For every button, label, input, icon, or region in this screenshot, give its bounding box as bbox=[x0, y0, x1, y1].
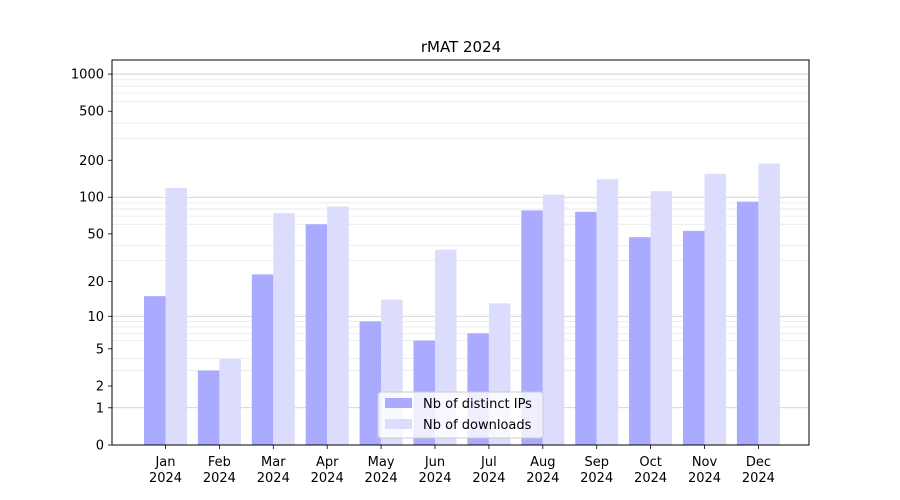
legend: Nb of distinct IPs Nb of downloads bbox=[377, 391, 544, 439]
bars bbox=[144, 163, 780, 446]
x-tick-label-month: Jul bbox=[480, 455, 497, 470]
x-tick-label-month: May bbox=[368, 455, 395, 470]
x-tick-label-year: 2024 bbox=[580, 471, 613, 486]
x-tick-label-year: 2024 bbox=[257, 471, 290, 486]
x-tick-label-year: 2024 bbox=[365, 471, 398, 486]
y-tick-label: 100 bbox=[79, 191, 104, 206]
bar-distinct-ips-jan bbox=[144, 296, 166, 445]
bar-downloads-nov bbox=[704, 173, 726, 445]
bar-downloads-aug bbox=[542, 194, 565, 445]
y-tick-label: 1000 bbox=[71, 68, 104, 83]
bar-distinct-ips-mar bbox=[251, 274, 274, 445]
x-tick-label-year: 2024 bbox=[634, 471, 667, 486]
y-tick-label: 5 bbox=[96, 342, 104, 357]
legend-swatch-downloads bbox=[385, 419, 412, 429]
x-tick-label-month: Nov bbox=[692, 455, 718, 470]
x-tick-label-year: 2024 bbox=[311, 471, 344, 486]
bar-distinct-ips-aug bbox=[521, 210, 543, 445]
x-tick-label-month: Aug bbox=[530, 455, 555, 470]
bar-distinct-ips-apr bbox=[305, 224, 328, 445]
x-tick-label-month: Dec bbox=[746, 455, 771, 470]
chart-title: rMAT 2024 bbox=[421, 38, 501, 56]
y-tick-label: 500 bbox=[79, 105, 104, 120]
y-tick-label: 10 bbox=[87, 310, 104, 325]
x-tick-label-month: Oct bbox=[639, 455, 661, 470]
bar-distinct-ips-nov bbox=[683, 230, 705, 445]
bar-distinct-ips-sep bbox=[575, 211, 597, 445]
plot-frame bbox=[111, 59, 810, 446]
x-tick-label-year: 2024 bbox=[149, 471, 182, 486]
bar-downloads-sep bbox=[596, 179, 619, 445]
bar-distinct-ips-may bbox=[359, 321, 382, 445]
x-tick-label-month: Feb bbox=[208, 455, 231, 470]
bar-downloads-mar bbox=[273, 213, 295, 445]
x-tick-label-year: 2024 bbox=[203, 471, 236, 486]
y-tick-label: 2 bbox=[96, 380, 104, 395]
bar-downloads-apr bbox=[327, 206, 349, 445]
bar-downloads-dec bbox=[758, 163, 780, 445]
bar-downloads-oct bbox=[650, 191, 673, 445]
y-tick-label: 200 bbox=[79, 154, 104, 169]
x-tick-label-month: Jun bbox=[424, 455, 445, 470]
y-tick-label: 50 bbox=[87, 227, 104, 242]
x-tick-label-month: Mar bbox=[261, 455, 286, 470]
bar-downloads-feb bbox=[219, 358, 241, 445]
x-tick-label-month: Apr bbox=[316, 455, 339, 470]
legend-label-downloads: Nb of downloads bbox=[423, 418, 532, 433]
bar-distinct-ips-oct bbox=[629, 237, 651, 445]
x-tick-label-year: 2024 bbox=[526, 471, 559, 486]
y-axis: 0 1 2 5 10 20 50 100 200 500 1000 bbox=[71, 68, 112, 454]
y-tick-label: 1 bbox=[96, 401, 104, 416]
x-axis: Jan2024Feb2024Mar2024Apr2024May2024Jun20… bbox=[149, 445, 775, 486]
gridlines bbox=[112, 73, 809, 409]
x-tick-label-year: 2024 bbox=[418, 471, 451, 486]
x-tick-label-year: 2024 bbox=[688, 471, 721, 486]
bar-distinct-ips-feb bbox=[197, 370, 220, 445]
x-tick-label-year: 2024 bbox=[472, 471, 505, 486]
legend-swatch-distinct-ips bbox=[385, 398, 412, 408]
bar-downloads-jan bbox=[165, 187, 187, 446]
legend-label-distinct-ips: Nb of distinct IPs bbox=[423, 397, 532, 412]
x-tick-label-month: Jan bbox=[154, 455, 175, 470]
y-tick-label: 0 bbox=[96, 439, 104, 454]
bar-distinct-ips-dec bbox=[736, 201, 759, 445]
legend-box bbox=[377, 391, 544, 439]
y-tick-label: 20 bbox=[87, 275, 104, 290]
x-tick-label-month: Sep bbox=[584, 455, 609, 470]
x-tick-label-year: 2024 bbox=[742, 471, 775, 486]
